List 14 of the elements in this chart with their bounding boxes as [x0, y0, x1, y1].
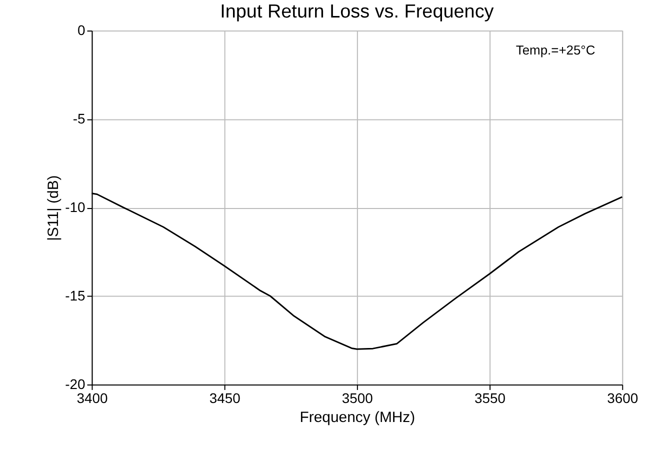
x-tick-label: 3400: [76, 390, 108, 406]
y-axis-title: |S11| (dB): [45, 175, 62, 241]
x-tick-label: 3500: [342, 390, 374, 406]
y-tick-label: 0: [77, 22, 86, 38]
annotation: Temp.=+25°C: [516, 42, 596, 58]
y-tick-label: -10: [65, 199, 86, 216]
y-tick-label: -5: [72, 110, 86, 127]
x-tick-label: 3450: [209, 390, 241, 406]
y-tick-label: -20: [65, 376, 86, 392]
x-axis-title: Frequency (MHz): [300, 408, 416, 426]
x-tick-label: 3550: [474, 390, 506, 406]
y-tick-label: -15: [65, 287, 86, 304]
x-tick-label: 3600: [607, 390, 638, 406]
chart-title: Input Return Loss vs. Frequency: [220, 2, 494, 23]
